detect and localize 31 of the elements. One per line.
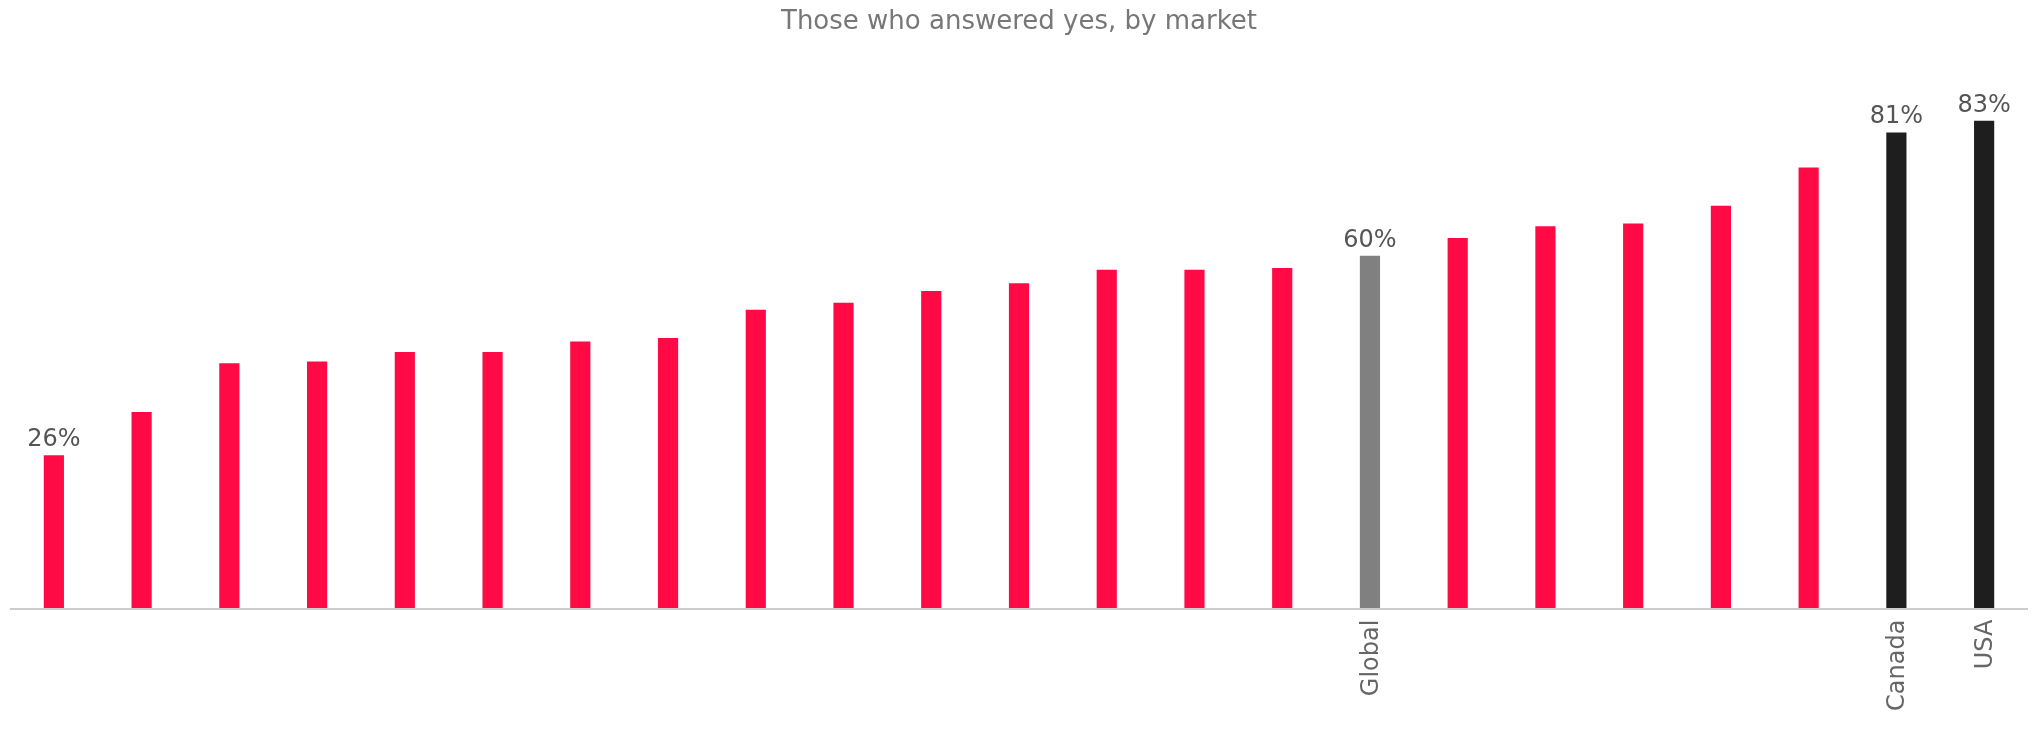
data-label: 26% <box>27 424 81 453</box>
bar <box>43 455 64 608</box>
x-tick-label: USA <box>1969 619 1998 670</box>
bar <box>1184 269 1205 608</box>
bar <box>1623 223 1644 608</box>
bar <box>570 341 591 608</box>
bar <box>482 351 503 608</box>
bar <box>1710 205 1731 608</box>
bar <box>833 302 854 608</box>
data-label: 83% <box>1957 89 2011 118</box>
bar <box>1008 283 1030 608</box>
bar <box>1447 238 1468 608</box>
bar <box>1535 226 1556 608</box>
bar <box>745 309 766 608</box>
bar <box>1798 167 1819 608</box>
x-tick-label: Global <box>1355 619 1384 697</box>
bar <box>131 411 152 608</box>
bar <box>1359 255 1381 608</box>
data-label: 81% <box>1869 101 1924 130</box>
chart-title: Those who answered yes, by market <box>780 5 1257 36</box>
bar <box>1272 268 1293 608</box>
x-tick-label: Canada <box>1882 619 1911 711</box>
bar <box>657 337 679 608</box>
data-label: 60% <box>1343 224 1397 253</box>
bar <box>1096 269 1117 608</box>
bar <box>1974 120 1995 608</box>
bar <box>219 363 240 608</box>
bar <box>394 351 415 608</box>
bar <box>1886 132 1907 608</box>
bar <box>921 290 942 608</box>
bar <box>307 361 328 608</box>
